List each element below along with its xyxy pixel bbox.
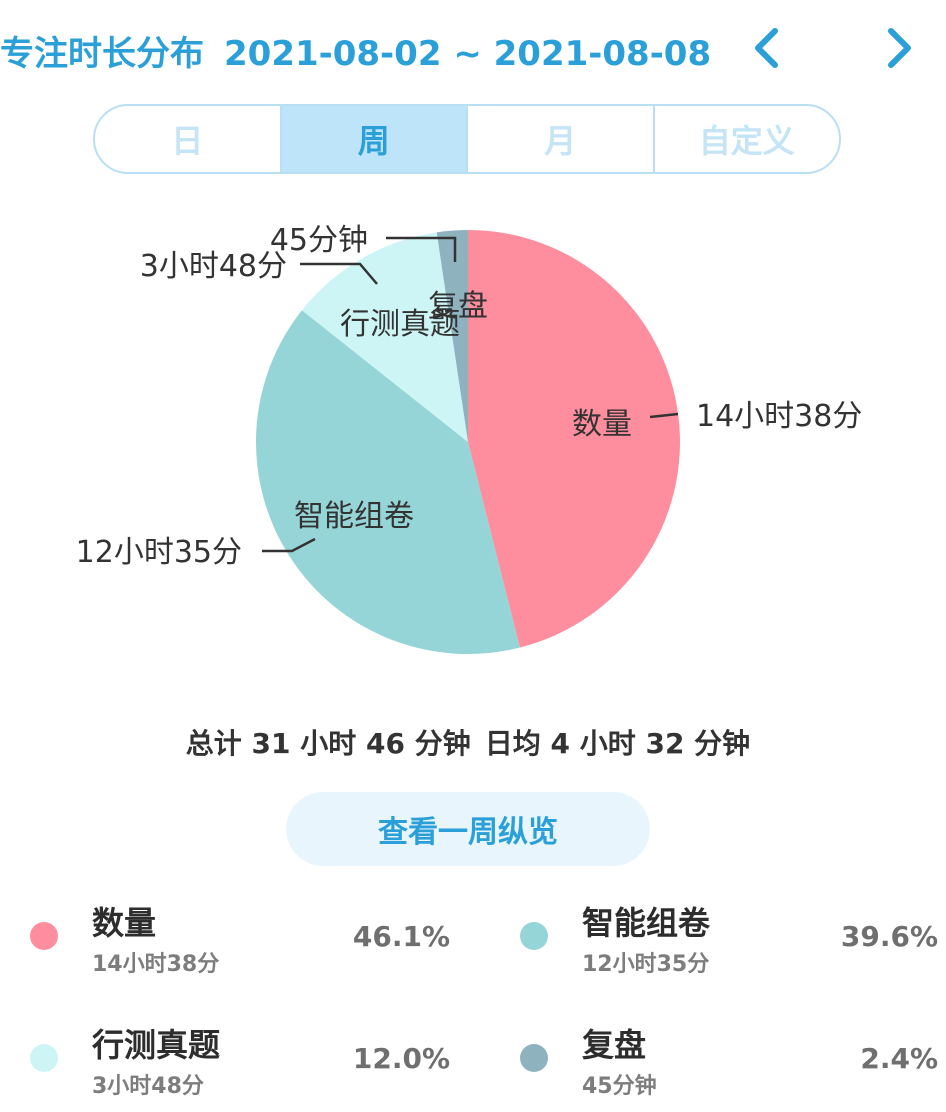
focus-summary: 总计 31 小时 46 分钟 日均 4 小时 32 分钟 [0,722,936,762]
tab-custom[interactable]: 自定义 [652,106,840,172]
leader-line-review [386,236,457,262]
legend-item-review: 复盘 45分钟 2.4% [490,1012,946,1112]
legend-percent: 39.6% [840,920,938,953]
legend-percent: 46.1% [352,920,450,953]
legend-percent: 12.0% [352,1042,450,1075]
next-period-button[interactable] [872,20,928,76]
slice-label-review: 复盘 [428,289,488,324]
header: 专注时长分布 2021-08-02 ~ 2021-08-08 [0,0,946,95]
date-range: 2021-08-02 ~ 2021-08-08 [224,34,712,74]
legend-percent: 2.4% [860,1042,938,1075]
tab-month[interactable]: 月 [466,106,653,172]
legend-item-quantity: 数量 14小时38分 46.1% [0,890,470,990]
slice-value-exam-questions: 3小时48分 [140,249,287,284]
prev-period-button[interactable] [738,20,794,76]
title-text: 专注时长分布 [0,34,204,74]
slice-label-smart-paper: 智能组卷 [294,499,414,534]
legend-dot [520,922,548,950]
legend-dot [30,922,58,950]
pie-slice-smart-paper[interactable] [256,310,520,654]
pie-chart: 数量 14小时38分智能组卷 12小时35分 行测真题 3小时48分复盘 45分钟 [0,190,946,690]
tab-day[interactable]: 日 [171,122,204,160]
page-title: 专注时长分布 2021-08-02 ~ 2021-08-08 [0,26,711,75]
legend-duration: 14小时38分 [92,952,220,977]
legend-duration: 12小时35分 [582,952,710,977]
leader-line-exam-questions [300,262,378,285]
slice-value-smart-paper: 12小时35分 [76,535,242,570]
legend-name: 智能组卷 [582,904,711,942]
pie-slice-exam-questions[interactable] [301,232,468,442]
daily-average: 日均 4 小时 32 分钟 [484,727,751,760]
legend: 数量 14小时38分 46.1% 智能组卷 12小时35分 39.6% 行测真题… [0,890,946,1110]
legend-dot [30,1044,58,1072]
tab-week[interactable]: 周 [279,106,466,172]
week-overview-button[interactable]: 查看一周纵览 [286,792,650,866]
slice-label-exam-questions: 行测真题 [340,307,460,342]
pie-slice-quantity[interactable] [468,230,680,648]
leader-line-quantity [649,412,679,419]
total-duration: 总计 31 小时 46 分钟 [185,727,471,760]
legend-duration: 45分钟 [582,1074,657,1099]
legend-name: 行测真题 [92,1026,221,1064]
legend-dot [520,1044,548,1072]
pie-slice-review[interactable] [436,230,468,442]
leader-line-smart-paper [262,537,316,553]
chevron-left-icon [755,28,778,68]
chevron-right-icon [888,28,911,68]
slice-value-review: 45分钟 [270,223,368,258]
legend-item-smart-paper: 智能组卷 12小时35分 39.6% [490,890,946,990]
legend-name: 数量 [92,904,157,942]
period-tabs: 日 周 月 自定义 [93,104,841,174]
legend-duration: 3小时48分 [92,1074,204,1099]
legend-name: 复盘 [582,1026,647,1064]
slice-value-quantity: 14小时38分 [696,399,862,434]
legend-item-exam-questions: 行测真题 3小时48分 12.0% [0,1012,470,1112]
slice-label-quantity: 数量 [572,407,632,442]
